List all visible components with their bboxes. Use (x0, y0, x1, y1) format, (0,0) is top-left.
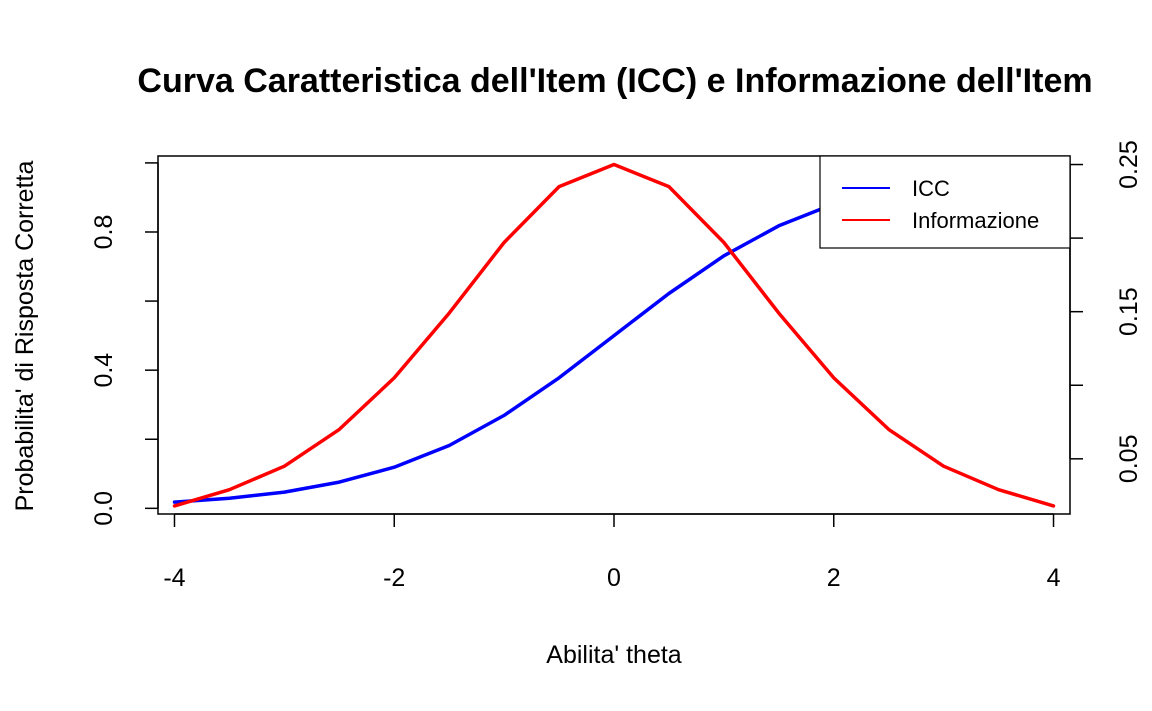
y2-tick-label: 0.25 (1115, 140, 1143, 189)
x-axis-label: Abilita' theta (546, 641, 682, 669)
y2-tick-label: 0.05 (1115, 434, 1143, 483)
legend-label-icc: ICC (912, 176, 950, 201)
y-axis-right: 0.05 0.15 0.25 (1069, 140, 1143, 483)
y-tick-label: 0.8 (90, 215, 118, 250)
x-tick-label: 4 (1047, 564, 1061, 592)
y-axis-left: 0.0 0.4 0.8 (90, 162, 159, 526)
series-line-informazione (172, 162, 1056, 508)
chart-title: Curva Caratteristica dell'Item (ICC) e I… (137, 62, 1092, 100)
legend-box (819, 155, 1071, 249)
x-tick-label: 2 (827, 564, 841, 592)
x-tick-label: -4 (163, 564, 185, 592)
y-tick-label: 0.4 (90, 353, 118, 388)
x-tick-label: 0 (607, 564, 621, 592)
x-tick-label: -2 (383, 564, 405, 592)
y2-tick-label: 0.15 (1115, 287, 1143, 336)
legend-label-informazione: Informazione (912, 208, 1039, 233)
y-tick-label: 0.0 (90, 491, 118, 526)
x-axis: -4 -2 0 2 4 (163, 513, 1061, 592)
legend: ICC Informazione (819, 155, 1071, 249)
y-axis-label: Probabilita' di Risposta Corretta (11, 161, 39, 512)
